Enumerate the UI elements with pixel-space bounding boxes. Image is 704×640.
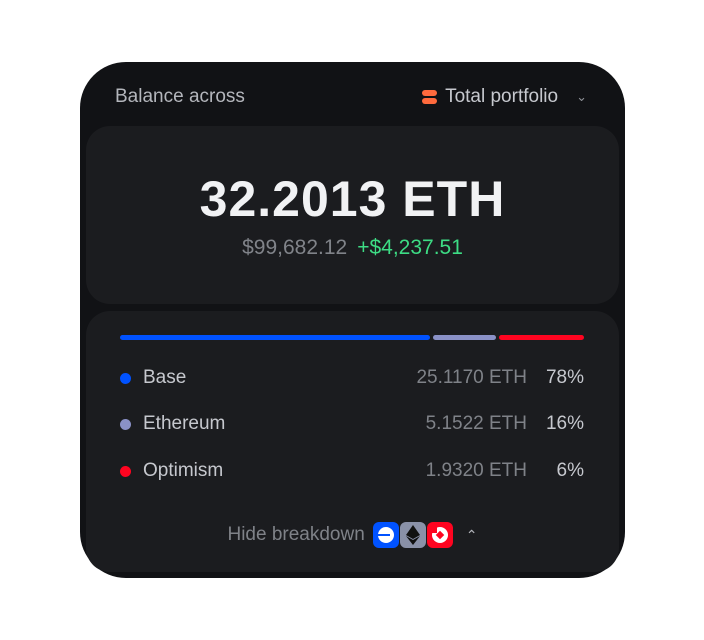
bar-segment-base <box>120 335 430 340</box>
chain-percent: 6% <box>556 460 584 481</box>
chain-row-base: Base 25.1170 ETH 78% <box>120 366 584 390</box>
chain-name: Optimism <box>143 460 224 481</box>
bar-segment-ethereum <box>433 335 496 340</box>
portfolio-selector-label: Total portfolio <box>445 86 559 107</box>
chain-amount: 1.9320 ETH <box>425 460 527 481</box>
chain-percent: 78% <box>545 367 584 388</box>
base-logo-icon <box>372 522 399 548</box>
hide-breakdown-button[interactable]: Hide breakdown ⌃ <box>86 522 619 548</box>
chevron-up-icon: ⌃ <box>465 526 478 543</box>
bar-segment-optimism <box>499 335 584 340</box>
chevron-down-icon: ⌄ <box>576 89 587 104</box>
chain-percent: 16% <box>545 413 584 434</box>
portfolio-selector[interactable]: Total portfolio ⌄ <box>422 86 587 108</box>
chain-amount: 5.1522 ETH <box>425 413 527 434</box>
coins-icon <box>422 90 438 104</box>
total-balance-panel: 32.2013 ETH $99,682.12 +$4,237.51 <box>86 126 619 304</box>
chain-amount: 25.1170 ETH <box>416 367 527 388</box>
chain-name: Ethereum <box>143 413 226 434</box>
ethereum-logo-icon <box>399 522 426 548</box>
breakdown-panel: Base 25.1170 ETH 78% Ethereum 5.1522 ETH… <box>86 311 619 572</box>
dot-icon <box>120 418 131 430</box>
dot-icon <box>120 465 131 477</box>
balance-card: Balance across Total portfolio ⌄ 32.2013… <box>80 62 625 578</box>
hide-breakdown-label: Hide breakdown <box>227 524 365 545</box>
usd-balance: $99,682.12 <box>242 236 348 259</box>
dot-icon <box>120 372 131 384</box>
balance-across-label: Balance across <box>115 86 245 107</box>
balance-change: +$4,237.51 <box>357 236 463 259</box>
chain-name: Base <box>143 367 187 388</box>
chain-row-optimism: Optimism 1.9320 ETH 6% <box>120 459 584 483</box>
chain-row-ethereum: Ethereum 5.1522 ETH 16% <box>120 412 584 436</box>
optimism-logo-icon <box>426 522 453 548</box>
eth-balance: 32.2013 ETH <box>199 171 506 227</box>
